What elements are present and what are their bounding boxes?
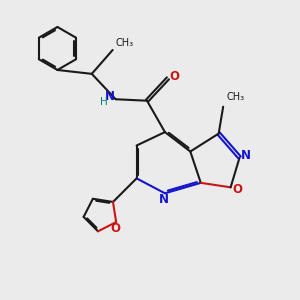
Text: N: N [159, 194, 169, 206]
Text: CH₃: CH₃ [226, 92, 244, 102]
Text: N: N [241, 149, 251, 163]
Text: O: O [232, 183, 242, 196]
Text: N: N [105, 90, 115, 103]
Text: H: H [100, 97, 108, 107]
Text: O: O [169, 70, 179, 83]
Text: O: O [111, 222, 121, 235]
Text: CH₃: CH₃ [116, 38, 134, 49]
